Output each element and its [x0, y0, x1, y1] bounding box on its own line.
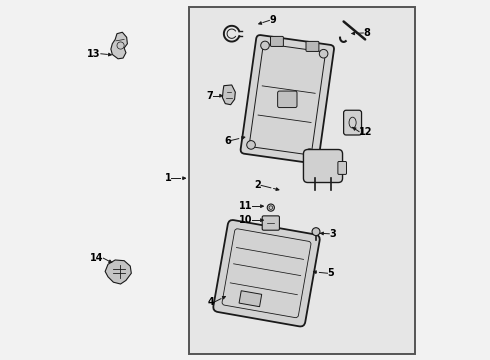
- FancyBboxPatch shape: [306, 41, 319, 51]
- FancyBboxPatch shape: [338, 162, 346, 174]
- Circle shape: [319, 49, 328, 58]
- Text: 10: 10: [239, 215, 252, 225]
- Text: 7: 7: [206, 91, 213, 101]
- Text: 9: 9: [270, 15, 276, 26]
- Polygon shape: [111, 32, 127, 59]
- Text: 1: 1: [165, 173, 172, 183]
- FancyBboxPatch shape: [303, 149, 343, 183]
- Bar: [190, 7, 416, 354]
- FancyBboxPatch shape: [278, 91, 297, 108]
- FancyBboxPatch shape: [241, 35, 334, 163]
- FancyBboxPatch shape: [270, 36, 283, 46]
- Circle shape: [247, 141, 255, 149]
- Text: 5: 5: [327, 268, 334, 278]
- Text: 13: 13: [87, 49, 101, 59]
- FancyBboxPatch shape: [262, 216, 279, 230]
- Bar: [239, 291, 262, 307]
- FancyBboxPatch shape: [343, 110, 362, 135]
- Text: 3: 3: [329, 229, 336, 239]
- FancyBboxPatch shape: [213, 220, 320, 327]
- Text: 12: 12: [359, 127, 372, 136]
- Text: 8: 8: [364, 28, 370, 38]
- Polygon shape: [105, 260, 131, 284]
- Text: 11: 11: [239, 201, 252, 211]
- Circle shape: [305, 149, 314, 157]
- Circle shape: [267, 204, 274, 211]
- Text: 2: 2: [254, 180, 261, 190]
- Text: 14: 14: [90, 253, 103, 263]
- Text: 4: 4: [208, 297, 215, 307]
- Text: 6: 6: [224, 136, 231, 145]
- Polygon shape: [222, 85, 235, 105]
- Circle shape: [261, 41, 270, 50]
- Circle shape: [312, 228, 320, 235]
